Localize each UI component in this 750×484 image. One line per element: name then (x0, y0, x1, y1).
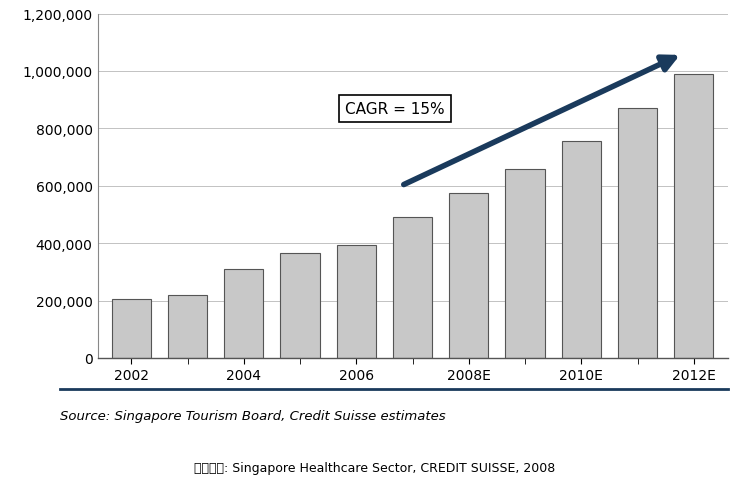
Bar (674, 75, 713, 358)
Bar (506, 169, 544, 358)
Bar (337, 245, 376, 358)
Bar (280, 254, 320, 358)
Bar (112, 300, 151, 358)
Bar (393, 218, 432, 358)
Bar (562, 142, 601, 358)
Bar (168, 295, 207, 358)
Bar (618, 109, 657, 358)
Bar (449, 194, 488, 358)
Text: Source: Singapore Tourism Board, Credit Suisse estimates: Source: Singapore Tourism Board, Credit … (60, 409, 446, 422)
Text: 자료출잘: Singapore Healthcare Sector, CREDIT SUISSE, 2008: 자료출잘: Singapore Healthcare Sector, CREDI… (194, 461, 556, 474)
Text: CAGR = 15%: CAGR = 15% (345, 102, 445, 117)
Bar (224, 270, 263, 358)
